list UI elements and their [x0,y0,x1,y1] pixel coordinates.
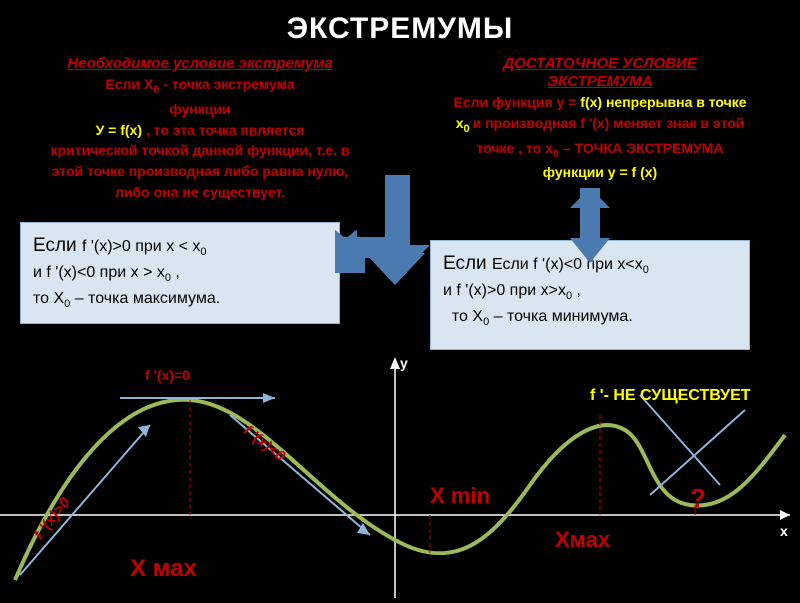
card-max-r1: Если f '(х)>0 при х < х0 [33,231,327,261]
card-min-r2: и f '(х)>0 при х>х0 , [443,279,737,305]
right-l4: функции у = f (х) [420,163,780,182]
right-l1: Если функция у = f(х) непрерывна в точке [420,93,780,112]
card-max-r2: и f '(х)<0 при х > х0 , [33,261,327,287]
right-l3: точке , то х0 – ТОЧКА ЭКСТРЕМУМА [420,139,780,162]
xmax-right-label: Хмах [555,527,610,553]
fprime-zero-label: f '(x)=0 [145,367,190,383]
xmin-label: X min [430,483,490,509]
right-heading2: ЭКСТРЕМУМА [420,73,780,91]
y-axis-label: у [400,355,408,371]
f-not-exist-label: f '- НЕ СУЩЕСТВУЕТ [590,387,800,405]
left-l6: либо она не существует. [20,183,380,202]
card-min-r3: то X0 – точка минимума. [443,305,737,331]
card-max-r3: то X0 – точка максимума. [33,287,327,313]
left-l5: этой точке производная либо равна нулю, [20,162,380,181]
right-column: ДОСТАТОЧНОЕ УСЛОВИЕ ЭКСТРЕМУМА Если функ… [420,55,780,182]
card-minimum: Если Если f '(х)<0 при х<х0 и f '(х)>0 п… [430,240,750,350]
xmax-left-label: X мах [130,555,197,583]
left-l3: У = f(х) , то эта точка является [20,121,380,140]
left-l1: Если X0 - точка экстремума [20,75,380,98]
left-l4: критической точкой данной функции, т.е. … [20,141,380,160]
left-heading: Необходимое условие экстремума [20,55,380,73]
right-heading1: ДОСТАТОЧНОЕ УСЛОВИЕ [420,55,780,73]
left-column: Необходимое условие экстремума Если X0 -… [20,55,380,202]
page-title: ЭКСТРЕМУМЫ [0,0,800,46]
left-l2: функции [20,100,380,119]
x-axis-label: х [780,523,788,539]
card-min-r1: Если Если f '(х)<0 при х<х0 [443,249,737,279]
right-l2: х0 и производная f '(х) меняет знак в эт… [420,114,780,137]
chart-area: у х f '(x)=0 f '(x)>0 f '(x)<0 X мах X m… [0,355,800,598]
question-mark: ? [690,483,706,514]
card-maximum: Если f '(х)>0 при х < х0 и f '(х)<0 при … [20,222,340,324]
